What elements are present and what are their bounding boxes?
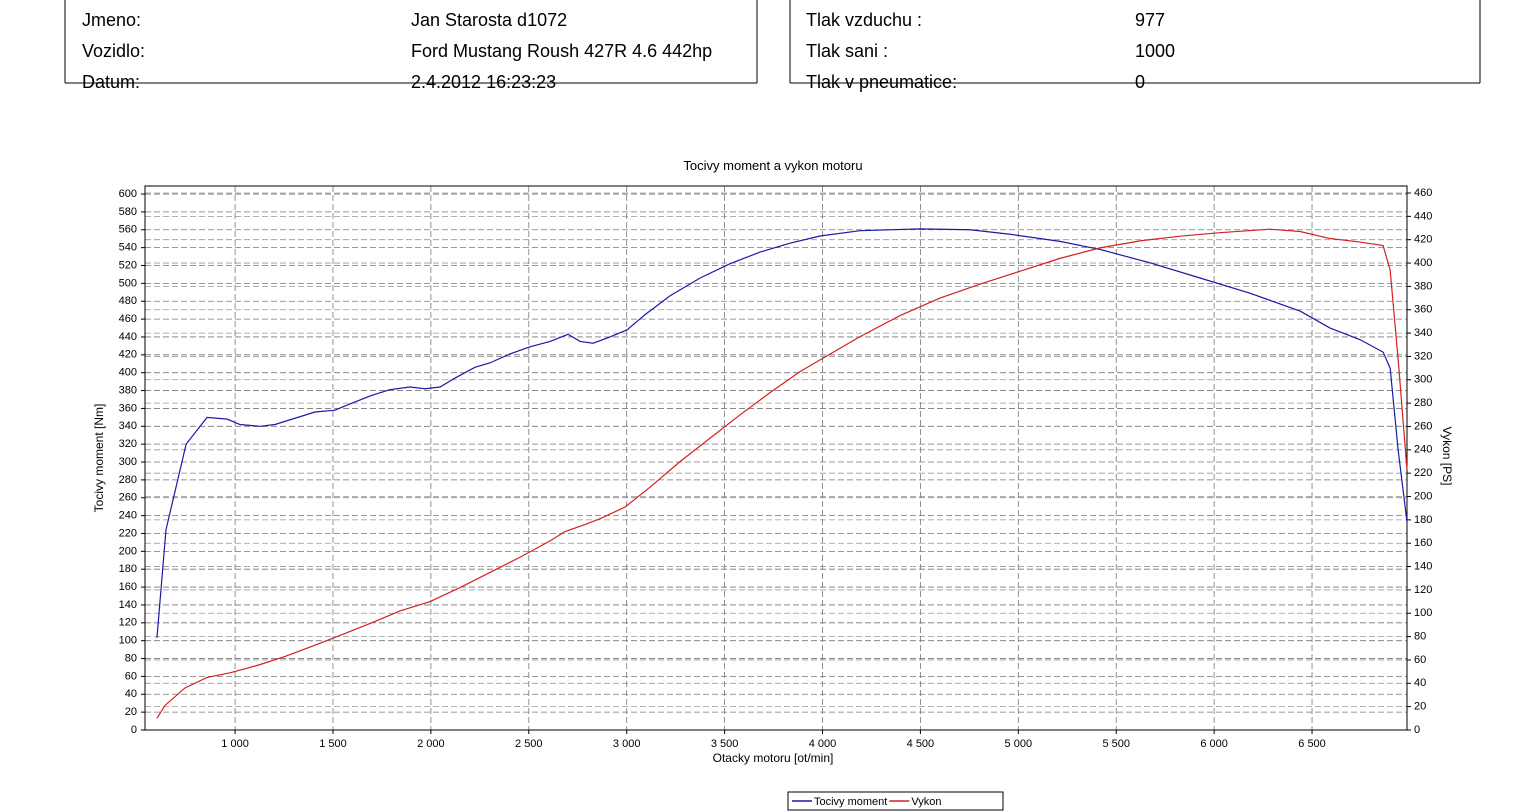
x-tick-label: 1 500	[319, 738, 347, 750]
x-tick-label: 2 000	[417, 738, 445, 750]
y-tick-label: 600	[119, 188, 137, 200]
y2-tick-label: 40	[1414, 677, 1426, 689]
y2-tick-label: 0	[1414, 724, 1420, 736]
header-right-box	[789, 0, 1481, 84]
field-label: Jmeno:	[82, 10, 141, 30]
y2-tick-label: 120	[1414, 584, 1432, 596]
x-tick-label: 5 500	[1102, 738, 1130, 750]
y-tick-label: 460	[119, 313, 137, 325]
y2-tick-label: 80	[1414, 631, 1426, 643]
y-tick-label: 100	[119, 635, 137, 647]
y-tick-label: 300	[119, 456, 137, 468]
field-label: Tlak sani :	[806, 41, 888, 61]
y2-tick-label: 220	[1414, 467, 1432, 479]
y-tick-label: 580	[119, 206, 137, 218]
x-tick-label: 2 500	[515, 738, 543, 750]
y2-tick-label: 360	[1414, 304, 1432, 316]
field-value: Ford Mustang Roush 427R 4.6 442hp	[411, 41, 712, 61]
y2-tick-label: 300	[1414, 374, 1432, 386]
y-tick-label: 140	[119, 599, 137, 611]
y2-tick-label: 320	[1414, 350, 1432, 362]
x-tick-label: 5 000	[1005, 738, 1033, 750]
field-label: Tlak vzduchu :	[806, 10, 922, 30]
y2-tick-label: 140	[1414, 560, 1432, 572]
y-tick-label: 340	[119, 420, 137, 432]
field-value: 977	[1135, 10, 1165, 30]
y2-tick-label: 240	[1414, 444, 1432, 456]
legend-label: Vykon	[911, 796, 941, 808]
y-tick-label: 20	[125, 706, 137, 718]
y2-tick-label: 280	[1414, 397, 1432, 409]
y-tick-label: 260	[119, 492, 137, 504]
y-tick-label: 280	[119, 474, 137, 486]
legend-label: Tocivy moment	[814, 796, 887, 808]
series-line	[156, 228, 1408, 719]
y-tick-label: 540	[119, 242, 137, 254]
y2-tick-label: 380	[1414, 280, 1432, 292]
field-label: Tlak v pneumatice:	[806, 72, 957, 92]
y2-tick-label: 180	[1414, 514, 1432, 526]
y-tick-label: 480	[119, 295, 137, 307]
x-tick-label: 6 500	[1298, 738, 1326, 750]
y2-tick-label: 340	[1414, 327, 1432, 339]
y-tick-label: 180	[119, 563, 137, 575]
x-axis-label: Otacky motoru [ot/min]	[713, 751, 834, 765]
y-tick-label: 120	[119, 617, 137, 629]
field-value: 2.4.2012 16:23:23	[411, 72, 556, 92]
y2-axis-label: Vykon [PS]	[1440, 427, 1454, 486]
y2-tick-label: 100	[1414, 607, 1432, 619]
y-tick-label: 360	[119, 402, 137, 414]
field-value: Jan Starosta d1072	[411, 10, 567, 30]
x-tick-label: 3 500	[711, 738, 739, 750]
y2-tick-label: 460	[1414, 187, 1432, 199]
y-tick-label: 440	[119, 331, 137, 343]
field-label: Datum:	[82, 72, 140, 92]
y2-tick-label: 160	[1414, 537, 1432, 549]
y-tick-label: 400	[119, 367, 137, 379]
field-label: Vozidlo:	[82, 41, 145, 61]
y-tick-label: 80	[125, 652, 137, 664]
x-tick-label: 1 000	[221, 738, 249, 750]
y-tick-label: 40	[125, 688, 137, 700]
plot-frame	[144, 185, 1408, 731]
chart-title: Tocivy moment a vykon motoru	[683, 158, 862, 173]
y-tick-label: 240	[119, 510, 137, 522]
y2-tick-label: 420	[1414, 234, 1432, 246]
series-line	[156, 228, 1408, 639]
y-tick-label: 420	[119, 349, 137, 361]
y-tick-label: 160	[119, 581, 137, 593]
y2-tick-label: 60	[1414, 654, 1426, 666]
y2-tick-label: 260	[1414, 420, 1432, 432]
y-tick-label: 520	[119, 259, 137, 271]
y-tick-label: 320	[119, 438, 137, 450]
x-tick-label: 4 500	[907, 738, 935, 750]
header-left-box	[64, 0, 758, 84]
field-value: 1000	[1135, 41, 1175, 61]
y-tick-label: 220	[119, 527, 137, 539]
y-tick-label: 560	[119, 224, 137, 236]
field-value: 0	[1135, 72, 1145, 92]
y2-tick-label: 200	[1414, 490, 1432, 502]
y-tick-label: 380	[119, 384, 137, 396]
x-tick-label: 3 000	[613, 738, 641, 750]
y2-tick-label: 20	[1414, 701, 1426, 713]
y-tick-label: 500	[119, 277, 137, 289]
y-tick-label: 0	[131, 724, 137, 736]
y-axis-label: Tocivy moment [Nm]	[92, 404, 106, 513]
x-tick-label: 6 000	[1200, 738, 1228, 750]
y2-tick-label: 440	[1414, 210, 1432, 222]
y-tick-label: 200	[119, 545, 137, 557]
x-tick-label: 4 000	[809, 738, 837, 750]
y2-tick-label: 400	[1414, 257, 1432, 269]
y-tick-label: 60	[125, 670, 137, 682]
